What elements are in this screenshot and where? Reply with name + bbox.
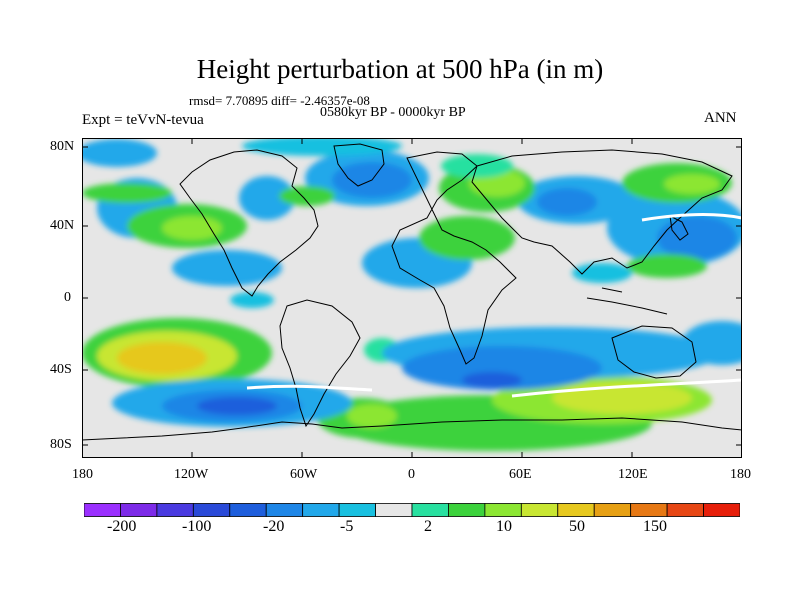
- anomaly-map: [82, 138, 742, 458]
- colorbar-label-150: 150: [643, 518, 667, 535]
- colorbar-swatch: [593, 503, 632, 517]
- period-label: 0580kyr BP - 0000kyr BP: [320, 105, 466, 120]
- colorbar-swatch: [484, 503, 522, 517]
- anomaly-field: [82, 138, 742, 451]
- lat-label-40n: 40N: [50, 218, 75, 233]
- colorbar-swatch: [265, 503, 304, 517]
- colorbar-swatch: [520, 503, 559, 517]
- colorbar-label-10: 10: [496, 518, 512, 535]
- lon-label-60w: 60W: [290, 467, 318, 482]
- lat-label-40s: 40S: [50, 362, 72, 377]
- colorbar-label-50: 50: [569, 518, 585, 535]
- colorbar-swatch: [557, 503, 595, 517]
- colorbar-swatch: [156, 503, 194, 517]
- colorbar: [84, 503, 740, 517]
- colorbar-swatch: [229, 503, 267, 517]
- lon-label-60e: 60E: [509, 467, 532, 482]
- colorbar-swatch: [120, 503, 158, 517]
- colorbar-label-2: 2: [424, 518, 432, 535]
- lat-label-0: 0: [64, 290, 71, 305]
- lon-label-120w: 120W: [174, 467, 209, 482]
- lon-label-0: 0: [408, 467, 415, 482]
- colorbar-swatch: [448, 503, 486, 517]
- lon-label-180e: 180: [730, 467, 751, 482]
- season-label: ANN: [704, 110, 737, 126]
- plot-title: Height perturbation at 500 hPa (in m): [196, 54, 604, 84]
- lat-label-80n: 80N: [50, 139, 75, 154]
- lat-label-80s: 80S: [50, 437, 72, 452]
- colorbar-swatch: [411, 503, 449, 517]
- lon-label-120e: 120E: [618, 467, 648, 482]
- stats-line: rmsd= 7.70895 diff= -2.46357e-08: [189, 93, 370, 108]
- colorbar-label-m200: -200: [107, 518, 137, 535]
- lat-ticks: [82, 146, 742, 446]
- colorbar-label-m20: -20: [263, 518, 285, 535]
- colorbar-swatch: [375, 503, 413, 517]
- colorbar-swatch: [703, 503, 740, 517]
- lon-ticks: [191, 138, 633, 458]
- colorbar-swatch: [302, 503, 340, 517]
- colorbar-label-m5: -5: [340, 518, 354, 535]
- coastlines: [82, 143, 742, 441]
- colorbar-swatch: [84, 503, 121, 517]
- colorbar-swatch: [192, 503, 231, 517]
- zero-contours: [246, 213, 742, 398]
- colorbar-swatch: [666, 503, 704, 517]
- experiment-label: Expt = teVvN-tevua: [82, 112, 204, 128]
- colorbar-label-m100: -100: [182, 518, 212, 535]
- lon-label-180w: 180: [72, 467, 93, 482]
- colorbar-swatch: [630, 503, 668, 517]
- colorbar-swatch: [338, 503, 376, 517]
